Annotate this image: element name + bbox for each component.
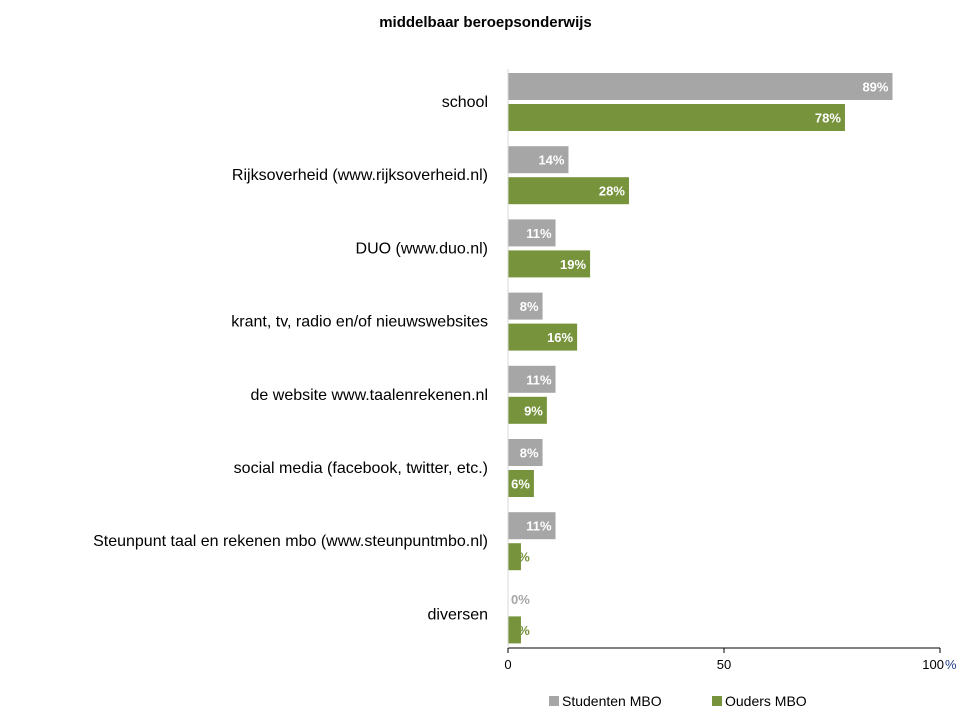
x-tick-label: 100 bbox=[922, 657, 944, 672]
bar-studenten bbox=[508, 365, 556, 393]
bar-ouders bbox=[508, 323, 578, 351]
data-label: 16% bbox=[547, 330, 573, 345]
data-label: 14% bbox=[538, 153, 564, 168]
bar-ouders bbox=[508, 177, 629, 205]
data-label: 11% bbox=[526, 519, 552, 534]
bar-studenten bbox=[508, 292, 543, 320]
category-label: diversen bbox=[428, 606, 488, 623]
data-label: 3% bbox=[511, 623, 530, 638]
category-label: DUO (www.duo.nl) bbox=[356, 240, 488, 257]
data-label: 6% bbox=[511, 477, 530, 492]
category-label: Steunpunt taal en rekenen mbo (www.steun… bbox=[93, 533, 488, 550]
bar-studenten bbox=[508, 219, 556, 247]
chart-title: middelbaar beroepsonderwijs bbox=[379, 14, 592, 31]
data-label: 9% bbox=[524, 403, 543, 418]
bar-ouders bbox=[508, 616, 521, 644]
bar-ouders bbox=[508, 470, 534, 497]
x-unit-label: % bbox=[945, 657, 957, 672]
bar-studenten bbox=[508, 146, 569, 174]
legend-label: Studenten MBO bbox=[562, 693, 662, 709]
data-label: 89% bbox=[862, 80, 888, 95]
data-label: 78% bbox=[815, 111, 841, 126]
bar-ouders bbox=[508, 250, 591, 278]
data-label: 28% bbox=[599, 184, 625, 199]
data-label: 3% bbox=[511, 550, 530, 565]
category-label: krant, tv, radio en/of nieuwswebsites bbox=[231, 314, 488, 331]
data-label: 11% bbox=[526, 372, 552, 387]
legend-swatch bbox=[712, 696, 722, 706]
bar-ouders bbox=[508, 396, 547, 424]
category-label: de website www.taalenrekenen.nl bbox=[251, 387, 488, 404]
data-label: 11% bbox=[526, 226, 552, 241]
x-tick-label: 50 bbox=[717, 657, 731, 672]
bar-ouders bbox=[508, 104, 845, 131]
category-label: school bbox=[442, 94, 488, 111]
bar-studenten bbox=[508, 73, 893, 100]
legend-swatch bbox=[549, 696, 559, 706]
category-label: social media (facebook, twitter, etc.) bbox=[234, 460, 488, 477]
category-label: Rijksoverheid (www.rijksoverheid.nl) bbox=[232, 167, 488, 184]
data-label: 8% bbox=[520, 299, 539, 314]
data-label: 8% bbox=[520, 446, 539, 461]
data-label: 19% bbox=[560, 257, 586, 272]
bar-studenten bbox=[508, 439, 543, 466]
x-tick-label: 0 bbox=[504, 657, 511, 672]
legend-label: Ouders MBO bbox=[725, 693, 807, 709]
bar-ouders bbox=[508, 543, 521, 571]
bar-studenten bbox=[508, 512, 556, 540]
data-label: 0% bbox=[511, 592, 530, 607]
